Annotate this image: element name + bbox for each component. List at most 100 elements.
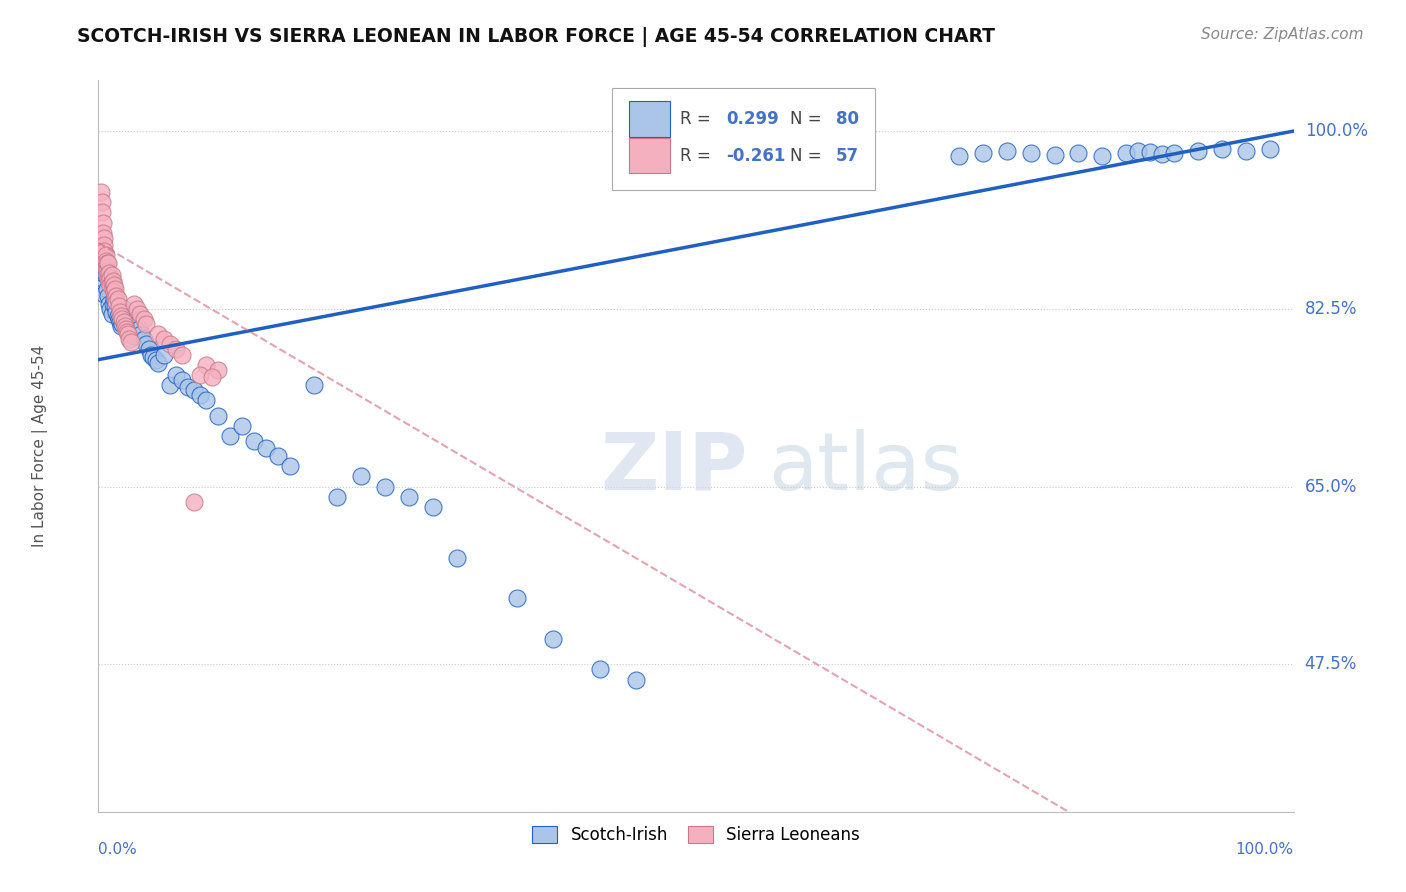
Text: N =: N = <box>790 146 827 165</box>
Point <box>165 368 187 382</box>
Point <box>1067 146 1090 161</box>
Point <box>145 352 167 367</box>
Point <box>107 309 129 323</box>
Point <box>111 312 134 326</box>
Text: 100.0%: 100.0% <box>1236 842 1294 857</box>
Point <box>207 363 229 377</box>
Point <box>243 434 266 448</box>
Point <box>132 312 155 326</box>
Text: 57: 57 <box>835 146 859 165</box>
Point <box>98 297 121 311</box>
Point <box>96 281 118 295</box>
Point <box>108 315 131 329</box>
Point <box>110 309 132 323</box>
Point <box>135 317 157 331</box>
Text: 47.5%: 47.5% <box>1305 656 1357 673</box>
Text: Source: ZipAtlas.com: Source: ZipAtlas.com <box>1201 27 1364 42</box>
Point <box>446 550 468 565</box>
Point <box>93 286 115 301</box>
Point <box>93 244 115 258</box>
Point <box>103 292 125 306</box>
Point <box>100 307 122 321</box>
Point <box>98 278 122 293</box>
Text: 80: 80 <box>835 110 859 128</box>
Point <box>103 278 125 293</box>
Point <box>90 185 112 199</box>
Point <box>112 301 135 316</box>
Point <box>91 205 114 219</box>
Point <box>115 325 138 339</box>
Point <box>107 292 129 306</box>
FancyBboxPatch shape <box>613 87 876 190</box>
Point <box>506 591 529 606</box>
Point <box>91 266 114 280</box>
Point <box>177 380 200 394</box>
Text: R =: R = <box>681 146 717 165</box>
Point <box>125 301 148 316</box>
Text: SCOTCH-IRISH VS SIERRA LEONEAN IN LABOR FORCE | AGE 45-54 CORRELATION CHART: SCOTCH-IRISH VS SIERRA LEONEAN IN LABOR … <box>77 27 995 46</box>
Point <box>541 632 564 646</box>
Point <box>129 307 152 321</box>
Point <box>103 285 125 299</box>
Point <box>96 268 118 283</box>
Point <box>422 500 444 514</box>
Point <box>995 145 1018 159</box>
Text: 0.0%: 0.0% <box>98 842 138 857</box>
Point <box>1043 148 1066 162</box>
Point <box>107 299 129 313</box>
Point <box>101 275 124 289</box>
Point <box>98 271 122 285</box>
Legend: Scotch-Irish, Sierra Leoneans: Scotch-Irish, Sierra Leoneans <box>526 820 866 851</box>
Point <box>948 149 970 163</box>
FancyBboxPatch shape <box>628 102 669 136</box>
Point <box>94 261 117 276</box>
Point <box>142 350 165 364</box>
Point <box>1187 145 1209 159</box>
Point <box>93 238 115 252</box>
Point <box>114 319 136 334</box>
Point <box>91 271 114 285</box>
Point <box>254 441 277 455</box>
Point <box>108 305 131 319</box>
Point <box>1019 146 1042 161</box>
Point <box>326 490 349 504</box>
Point <box>972 146 994 161</box>
Point <box>97 288 120 302</box>
FancyBboxPatch shape <box>628 138 669 173</box>
Text: 65.0%: 65.0% <box>1305 477 1357 496</box>
Point <box>96 256 118 270</box>
Point <box>98 266 121 280</box>
Point <box>120 335 142 350</box>
Point <box>148 356 170 370</box>
Point <box>183 383 205 397</box>
Point <box>1139 145 1161 160</box>
Point <box>153 347 176 362</box>
Point <box>107 312 129 326</box>
Point <box>231 418 253 433</box>
Point <box>159 337 181 351</box>
Point <box>207 409 229 423</box>
Point <box>172 347 194 362</box>
Point <box>183 495 205 509</box>
Point <box>117 315 139 329</box>
Point <box>124 329 146 343</box>
Point <box>94 268 117 283</box>
Point <box>1091 149 1114 163</box>
Point <box>159 378 181 392</box>
Point <box>1234 145 1257 159</box>
Point <box>195 358 218 372</box>
Point <box>1163 146 1185 161</box>
Point <box>115 322 138 336</box>
Point <box>195 393 218 408</box>
Point <box>91 195 114 210</box>
Point <box>350 469 373 483</box>
Point <box>124 297 146 311</box>
Point <box>115 312 138 326</box>
Point <box>94 248 117 262</box>
Text: -0.261: -0.261 <box>725 146 785 165</box>
Point <box>117 327 139 342</box>
Point <box>153 332 176 346</box>
Point <box>94 254 117 268</box>
Point <box>100 277 122 291</box>
Point <box>114 307 136 321</box>
